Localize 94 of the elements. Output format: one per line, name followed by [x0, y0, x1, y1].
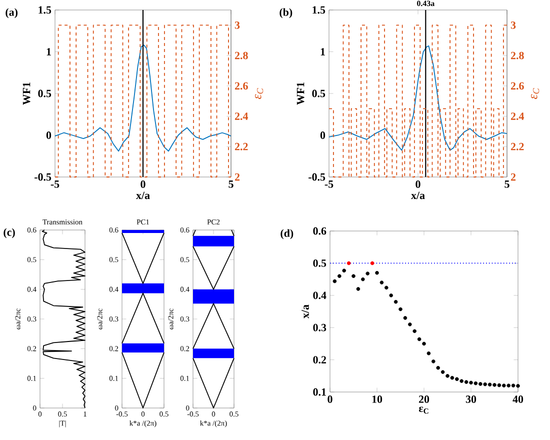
- y2-tick-label: 2.6: [510, 82, 524, 90]
- y2-tick-label: 2.6: [234, 82, 248, 90]
- point: [426, 351, 431, 356]
- text: (b): [280, 8, 292, 18]
- point: [464, 380, 468, 384]
- y2-axis-title: ε$_{C}$: [531, 88, 540, 100]
- point: [370, 261, 374, 266]
- x-axis-title: x/a: [411, 192, 425, 200]
- y2-tick-label: 3: [510, 22, 516, 29]
- point: [384, 286, 388, 290]
- y2-tick-label: 2: [234, 173, 240, 181]
- y-tick-label: 1.5: [312, 6, 326, 14]
- point: [488, 382, 492, 386]
- point: [375, 270, 379, 275]
- point: [403, 316, 408, 320]
- point: [436, 366, 440, 370]
- y2-tick-label: 2: [510, 173, 516, 181]
- y2-tick-label: 2.4: [234, 112, 248, 120]
- x-tick-label: -5: [50, 180, 60, 188]
- point: [412, 329, 416, 334]
- point: [455, 377, 459, 382]
- point: [389, 294, 393, 298]
- y-tick-label: 1: [320, 48, 325, 56]
- point: [440, 370, 445, 374]
- point: [432, 360, 436, 364]
- line-series: [328, 45, 508, 151]
- y-tick-label: -0.5: [308, 173, 326, 181]
- y-axis-title: x/a: [302, 304, 309, 318]
- y-tick-label: 1.5: [38, 6, 52, 14]
- point: [417, 337, 422, 342]
- line-series: [54, 44, 232, 152]
- x-tick-label: -5: [324, 180, 334, 188]
- point: [380, 280, 384, 284]
- y-tick-label: 0.5: [312, 90, 326, 98]
- x-tick-label: 40: [512, 396, 524, 403]
- y-tick-label: 0.5: [313, 259, 326, 267]
- y-tick-label: 0.2: [313, 356, 326, 364]
- point: [460, 379, 464, 383]
- x-tick-label: 5: [504, 180, 510, 188]
- y-tick-label: 0.3: [313, 324, 326, 332]
- x-axis-title: x/a: [136, 192, 150, 200]
- point: [361, 277, 365, 282]
- point: [446, 374, 450, 378]
- point: [469, 380, 473, 385]
- y2-tick-label: 2.2: [234, 142, 248, 150]
- point: [338, 274, 342, 278]
- y-tick-label: 0: [320, 132, 326, 139]
- x-tick-label: 20: [418, 396, 430, 403]
- point: [422, 342, 426, 346]
- point: [346, 261, 351, 266]
- x-tick-label: 0: [328, 396, 332, 403]
- y2-tick-label: 2.8: [510, 52, 524, 60]
- y2-tick-label: 3: [234, 22, 240, 29]
- point: [332, 279, 337, 284]
- point: [408, 322, 412, 326]
- point: [398, 307, 402, 312]
- text: (c): [4, 228, 15, 238]
- y-tick-label: 0.1: [313, 388, 326, 396]
- x-tick-label: 10: [372, 396, 382, 403]
- line-series: [42, 230, 86, 408]
- point: [497, 383, 502, 388]
- point: [352, 274, 356, 278]
- y-tick-label: 0: [46, 132, 52, 139]
- x-axis-title: ε$_{C}$: [418, 406, 428, 414]
- y-tick-label: 0.6: [313, 227, 326, 235]
- y-axis-title: WF1: [296, 82, 304, 105]
- point: [366, 272, 370, 276]
- x-tick-label: 0: [416, 180, 420, 188]
- y2-tick-label: 2.2: [510, 142, 524, 150]
- point: [511, 384, 516, 388]
- y-tick-label: 0.5: [38, 90, 52, 98]
- y2-tick-label: 2.4: [510, 112, 524, 120]
- point: [483, 382, 487, 386]
- point: [492, 383, 496, 387]
- point: [516, 384, 520, 388]
- text: (a): [6, 8, 18, 18]
- point: [478, 382, 482, 386]
- y-tick-label: 1: [46, 48, 51, 56]
- point: [450, 376, 454, 380]
- y-axis-title: WF1: [22, 82, 30, 105]
- x-tick-label: 0: [140, 180, 146, 188]
- y2-axis-title: ε$_{C}$: [255, 88, 264, 100]
- point: [474, 381, 478, 386]
- y-tick-label: 0.4: [313, 292, 326, 300]
- text: (d): [280, 229, 294, 240]
- point: [342, 268, 346, 272]
- y2-tick-label: 2.8: [234, 52, 248, 60]
- point: [506, 384, 510, 388]
- x-tick-label: 5: [228, 180, 234, 188]
- x-tick-label: 30: [466, 396, 476, 403]
- point: [394, 300, 398, 304]
- point: [356, 287, 360, 291]
- point: [502, 384, 506, 388]
- y-tick-label: -0.5: [34, 173, 52, 181]
